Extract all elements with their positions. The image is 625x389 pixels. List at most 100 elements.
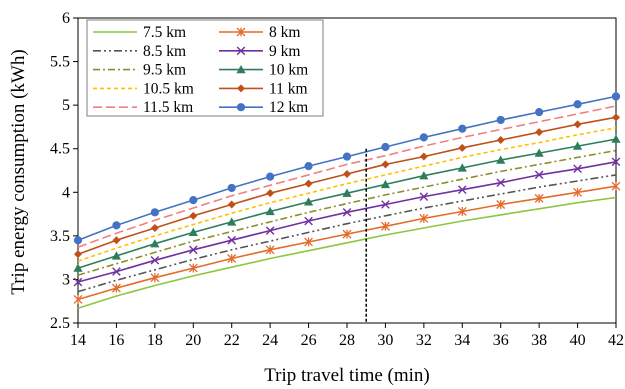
data-point bbox=[381, 160, 390, 169]
series-layer bbox=[73, 92, 621, 309]
data-point bbox=[188, 245, 198, 255]
data-point bbox=[343, 169, 351, 178]
data-point bbox=[265, 206, 275, 216]
data-point bbox=[227, 254, 237, 263]
x-axis-ticks: 14 16 18 20 22 24 26 28 30 32 34 36 38 40 42 bbox=[70, 323, 624, 349]
data-point bbox=[189, 196, 198, 205]
x-tick-label: 30 bbox=[377, 332, 393, 349]
data-point bbox=[535, 108, 544, 117]
data-point bbox=[611, 134, 621, 143]
x-tick-label: 34 bbox=[454, 332, 470, 349]
data-point bbox=[112, 236, 121, 245]
data-point bbox=[573, 187, 583, 197]
data-point bbox=[496, 200, 506, 209]
data-point bbox=[304, 216, 313, 226]
legend-label: 10.5 km bbox=[143, 80, 194, 97]
data-point bbox=[74, 250, 82, 259]
legend-label: 9.5 km bbox=[143, 62, 186, 79]
data-point bbox=[189, 211, 198, 220]
legend-item: 9.5 km bbox=[93, 62, 186, 79]
data-point bbox=[227, 183, 236, 193]
data-point bbox=[150, 239, 160, 248]
data-point bbox=[236, 27, 246, 37]
data-point bbox=[535, 128, 544, 137]
data-point bbox=[342, 188, 352, 197]
series-line bbox=[77, 196, 617, 309]
data-point bbox=[573, 164, 582, 174]
data-point bbox=[236, 65, 246, 74]
data-point bbox=[73, 263, 83, 272]
y-tick-label: 2.5 bbox=[50, 315, 70, 332]
data-point bbox=[381, 142, 390, 152]
series-line bbox=[77, 105, 617, 248]
legend: 7.5 km 8 km 8.5 km 9 km 9.5 km 10 km 10.5 km 11… bbox=[86, 19, 324, 117]
legend-label: 11 km bbox=[269, 80, 308, 97]
data-point bbox=[227, 217, 237, 226]
series-8-km bbox=[73, 181, 621, 304]
legend-label: 9 km bbox=[269, 43, 300, 60]
data-point bbox=[496, 136, 505, 144]
data-point bbox=[534, 148, 544, 157]
data-point bbox=[111, 283, 121, 293]
data-point bbox=[381, 200, 390, 209]
data-point bbox=[612, 113, 620, 122]
data-point bbox=[457, 185, 467, 194]
x-tick-label: 24 bbox=[262, 332, 278, 349]
data-point bbox=[496, 115, 505, 125]
data-point bbox=[236, 103, 246, 112]
data-point bbox=[150, 208, 159, 217]
data-point bbox=[266, 189, 275, 198]
series-9_5-km bbox=[77, 149, 617, 276]
legend-label: 8.5 km bbox=[143, 43, 186, 60]
series-7_5-km bbox=[77, 196, 617, 309]
legend-item: 11 km bbox=[219, 80, 308, 97]
series-8_5-km bbox=[77, 174, 617, 293]
x-tick-label: 38 bbox=[531, 332, 547, 349]
data-point bbox=[227, 235, 237, 245]
data-point bbox=[380, 221, 390, 231]
series-10-km bbox=[73, 134, 621, 272]
data-point bbox=[458, 124, 467, 133]
x-tick-label: 26 bbox=[301, 332, 317, 349]
data-point bbox=[457, 163, 467, 172]
data-point bbox=[342, 229, 352, 239]
x-tick-label: 18 bbox=[147, 332, 163, 349]
x-tick-label: 32 bbox=[416, 332, 432, 349]
x-tick-label: 22 bbox=[224, 332, 240, 349]
series-9-km bbox=[73, 157, 621, 287]
data-point bbox=[534, 193, 544, 203]
series-11-km bbox=[74, 113, 620, 259]
series-11_5-km bbox=[77, 105, 617, 248]
data-point bbox=[611, 181, 621, 191]
y-tick-label: 5 bbox=[62, 97, 70, 114]
data-point bbox=[150, 255, 160, 265]
legend-label: 7.5 km bbox=[143, 24, 186, 41]
data-point bbox=[572, 141, 583, 150]
legend-item: 9 km bbox=[219, 43, 300, 60]
series-line bbox=[77, 174, 617, 293]
data-point bbox=[457, 206, 467, 216]
series-10_5-km bbox=[77, 127, 617, 262]
data-point bbox=[73, 295, 83, 304]
x-tick-label: 40 bbox=[570, 332, 586, 349]
x-tick-label: 36 bbox=[493, 332, 509, 349]
data-point bbox=[419, 133, 428, 142]
data-point bbox=[419, 213, 429, 223]
y-tick-label: 5.5 bbox=[50, 54, 70, 71]
data-point bbox=[112, 221, 121, 230]
legend-box bbox=[86, 19, 324, 117]
data-point bbox=[611, 92, 621, 101]
legend-item: 8.5 km bbox=[93, 43, 186, 60]
x-tick-label: 16 bbox=[108, 332, 124, 349]
legend-label: 10 km bbox=[269, 62, 308, 79]
legend-item: 7.5 km bbox=[93, 24, 186, 41]
data-point bbox=[304, 179, 313, 188]
series-12-km bbox=[73, 92, 621, 245]
data-point bbox=[419, 171, 429, 180]
data-point bbox=[496, 155, 506, 164]
data-point bbox=[419, 192, 429, 201]
series-line bbox=[77, 149, 617, 276]
data-point bbox=[266, 172, 275, 181]
data-point bbox=[150, 224, 159, 233]
